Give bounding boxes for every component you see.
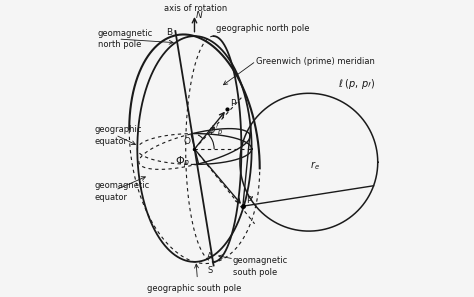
- Text: P': P': [246, 196, 254, 205]
- Text: S: S: [208, 266, 213, 275]
- Text: O: O: [183, 137, 190, 146]
- Text: Greenwich (prime) meridian: Greenwich (prime) meridian: [256, 56, 375, 66]
- Text: N: N: [196, 11, 203, 20]
- Text: $\phi'_p$: $\phi'_p$: [208, 123, 223, 138]
- Text: geographic
equator: geographic equator: [95, 125, 142, 146]
- Text: geomagnetic
north pole: geomagnetic north pole: [98, 29, 153, 49]
- Text: geomagnetic
south pole: geomagnetic south pole: [233, 256, 288, 277]
- Text: P: P: [230, 99, 235, 108]
- Text: $\Phi_p$: $\Phi_p$: [175, 154, 191, 171]
- Text: A: A: [207, 252, 213, 261]
- Text: geographic north pole: geographic north pole: [217, 24, 310, 33]
- Text: B: B: [166, 28, 173, 37]
- Text: $r_e$: $r_e$: [310, 159, 320, 172]
- Text: geographic south pole: geographic south pole: [147, 284, 242, 293]
- Text: axis of rotation: axis of rotation: [164, 4, 228, 13]
- Text: $\ell\;(p,\,p\prime)$: $\ell\;(p,\,p\prime)$: [338, 78, 375, 91]
- Text: geomagnetic
equator: geomagnetic equator: [95, 181, 150, 202]
